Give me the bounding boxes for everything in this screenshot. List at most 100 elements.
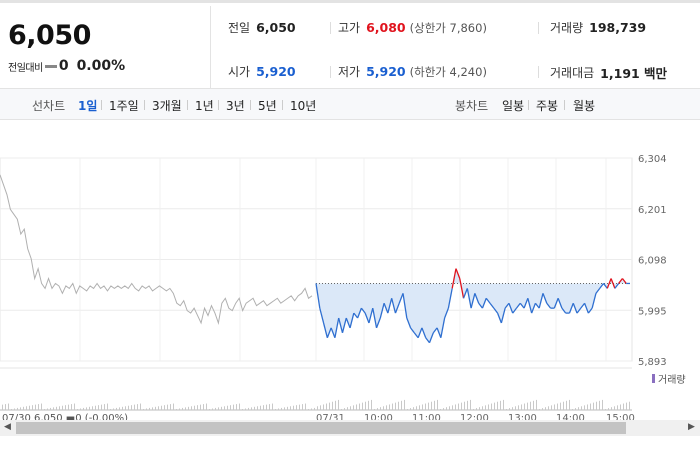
series-segment [614, 283, 620, 289]
divider [538, 66, 539, 78]
volume-bar [428, 402, 429, 410]
volume-bar [455, 404, 456, 410]
volume-bar [101, 404, 102, 410]
volume-bar [32, 405, 33, 410]
divider [564, 100, 565, 110]
tab-5y[interactable]: 5년 [258, 99, 277, 113]
stat-high: 고가 6,080 (상한가 7,860) [338, 19, 487, 36]
stat-low: 저가 5,920 (하한가 4,240) [338, 63, 487, 80]
series-segment [621, 278, 627, 284]
volume-bar [305, 403, 306, 410]
volume-bar [317, 406, 318, 410]
volume-bar [521, 404, 522, 410]
volume-bar [128, 405, 129, 410]
series-segment [610, 278, 616, 289]
volume-bar [215, 407, 216, 410]
horizontal-scrollbar[interactable]: ◀ ▶ [0, 420, 700, 436]
series-segment [319, 307, 325, 324]
volume-bar [209, 409, 210, 410]
volume-bar [200, 404, 201, 410]
tab-monthly[interactable]: 월봉 [573, 99, 596, 113]
volume-bar [164, 405, 165, 410]
series-segment [341, 317, 347, 334]
divider [330, 66, 331, 78]
volume-bar [401, 400, 402, 410]
series-segment [561, 307, 567, 314]
volume-bar [509, 408, 510, 410]
tab-3y[interactable]: 3년 [226, 99, 245, 113]
series-segment [368, 307, 374, 324]
tab-10y[interactable]: 10년 [290, 99, 317, 113]
scroll-right-icon[interactable]: ▶ [688, 422, 695, 432]
volume-bar [512, 407, 513, 410]
volume-bar [77, 409, 78, 410]
volume-bar [599, 400, 600, 410]
volume-bar [623, 403, 624, 410]
series-segment [512, 307, 518, 314]
stat-label: 거래대금 [550, 66, 595, 80]
x-tick-label: 14:00 [556, 413, 585, 420]
volume-bar [242, 409, 243, 410]
tab-3m[interactable]: 3개월 [152, 99, 182, 113]
volume-bar [218, 407, 219, 410]
y-tick-label: 6,098 [638, 256, 667, 267]
series-segment [557, 298, 563, 309]
x-tick-label: 07/31 [316, 413, 345, 420]
volume-bar [29, 405, 30, 410]
volume-bar [47, 408, 48, 410]
series-segment [515, 302, 521, 309]
volume-bar [350, 406, 351, 410]
volume-bar [14, 408, 15, 410]
volume-bar [143, 409, 144, 410]
price-chart[interactable]: 6,304 6,201 6,098 5,995 5,893 거래량 07/30 6,050 … [0, 120, 700, 420]
tab-1y[interactable]: 1년 [195, 99, 214, 113]
volume-bar [89, 406, 90, 410]
series-segment [618, 278, 623, 284]
volume-bar [59, 406, 60, 410]
volume-bar [95, 405, 96, 410]
volume-bar [410, 408, 411, 410]
volume-bar [446, 407, 447, 410]
volume-bar [107, 403, 108, 410]
volume-bar [326, 403, 327, 410]
volume-bar [155, 406, 156, 410]
tab-weekly[interactable]: 주봉 [536, 99, 559, 113]
volume-bar [26, 406, 27, 410]
series-segment [595, 287, 601, 294]
series-segment [603, 283, 608, 289]
volume-bar [74, 403, 75, 410]
volume-bar [11, 409, 12, 410]
volume-bar [104, 404, 105, 410]
stat-label: 시가 [228, 65, 251, 79]
scroll-thumb[interactable] [16, 422, 626, 434]
stat-amount: 거래대금 1,191 백만 [550, 63, 667, 82]
volume-bar [302, 404, 303, 410]
tab-1w[interactable]: 1주일 [109, 99, 139, 113]
volume-bar [203, 404, 204, 410]
volume-bar [563, 401, 564, 410]
volume-bar [275, 409, 276, 410]
volume-bar [314, 407, 315, 410]
series-segment [572, 302, 578, 314]
volume-bar [293, 405, 294, 410]
series-segment [357, 307, 363, 319]
series-segment [459, 278, 465, 299]
volume-bar [260, 405, 261, 410]
volume-bar [251, 407, 252, 410]
series-segment [353, 312, 359, 319]
tab-1d[interactable]: 1일 [78, 99, 98, 113]
tab-daily[interactable]: 일봉 [502, 99, 525, 113]
volume-bar [443, 408, 444, 410]
divider [250, 100, 251, 110]
volume-bar [548, 406, 549, 410]
volume-bar [392, 403, 393, 410]
volume-bar [341, 409, 342, 410]
volume-bar [323, 404, 324, 410]
volume-bar [539, 409, 540, 410]
stat-label: 고가 [338, 21, 361, 35]
volume-bar [566, 400, 567, 410]
volume-bar [374, 409, 375, 410]
scroll-left-icon[interactable]: ◀ [4, 422, 11, 432]
series-segment [349, 312, 355, 329]
volume-bar [587, 404, 588, 410]
